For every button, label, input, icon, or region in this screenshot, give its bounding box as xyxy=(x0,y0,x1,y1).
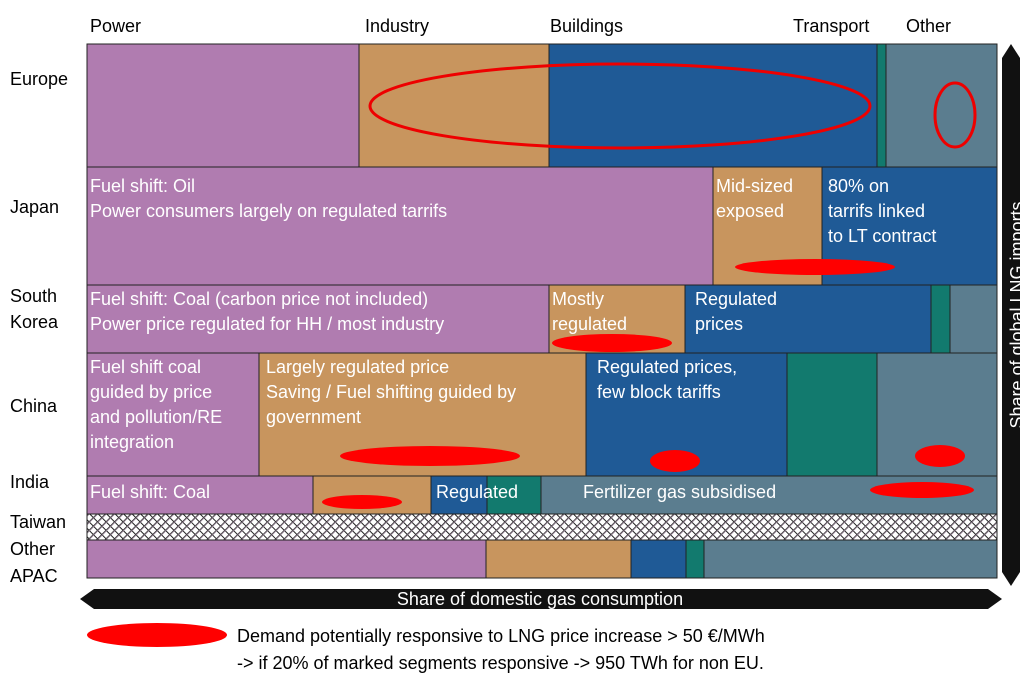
column-header: Buildings xyxy=(550,16,623,36)
y-axis-arrow: Share of global LNG imports xyxy=(1002,44,1027,586)
marker xyxy=(650,450,700,472)
marker xyxy=(870,482,974,498)
column-header: Industry xyxy=(365,16,429,36)
cell-text: integration xyxy=(90,432,174,452)
block xyxy=(86,166,714,286)
marker xyxy=(735,259,895,275)
legend-marker xyxy=(87,623,227,647)
block xyxy=(876,43,887,168)
arrow xyxy=(1002,44,1020,586)
row-label: China xyxy=(10,396,58,416)
cell-text: and pollution/RE xyxy=(90,407,222,427)
block xyxy=(358,43,550,168)
legend-text: -> if 20% of marked segments responsive … xyxy=(237,653,764,673)
cell-text: Power consumers largely on regulated tar… xyxy=(90,201,447,221)
cell-text: Fertilizer gas subsidised xyxy=(583,482,776,502)
row-label: South xyxy=(10,286,57,306)
marker xyxy=(322,495,402,509)
cell-text: Regulated xyxy=(436,482,518,502)
block xyxy=(86,43,360,168)
row-label: APAC xyxy=(10,566,58,586)
blocks xyxy=(86,43,998,579)
block xyxy=(430,475,488,515)
block xyxy=(685,539,705,579)
cell-text: Fuel shift coal xyxy=(90,357,201,377)
cell-texts: Fuel shift: Oil Power consumers largely … xyxy=(90,176,936,502)
block xyxy=(86,475,314,515)
column-header: Other xyxy=(906,16,951,36)
cell-text: Mostly xyxy=(552,289,604,309)
column-header: Transport xyxy=(793,16,869,36)
marker xyxy=(368,62,872,150)
row-label: Japan xyxy=(10,197,59,217)
legend: Demand potentially responsive to LNG pri… xyxy=(87,623,765,673)
cell-text: few block tariffs xyxy=(597,382,721,402)
cell-text: exposed xyxy=(716,201,784,221)
block xyxy=(630,539,687,579)
row-labels: Europe Japan South Korea China India Tai… xyxy=(10,69,68,586)
cell-text: 80% on xyxy=(828,176,889,196)
legend-text: Demand potentially responsive to LNG pri… xyxy=(237,626,765,646)
block xyxy=(86,513,998,541)
markers xyxy=(322,62,977,509)
cell-text: government xyxy=(266,407,361,427)
block xyxy=(949,284,998,354)
axis-label: Share of global LNG imports xyxy=(1007,201,1027,428)
row-label: Korea xyxy=(10,312,59,332)
cell-text: tarrifs linked xyxy=(828,201,925,221)
cell-text: prices xyxy=(695,314,743,334)
cell-text: Fuel shift: Coal xyxy=(90,482,210,502)
arrow xyxy=(80,589,1002,609)
cell-text: Regulated prices, xyxy=(597,357,737,377)
block xyxy=(86,539,487,579)
cell-text: Mid-sized xyxy=(716,176,793,196)
cell-text: Regulated xyxy=(695,289,777,309)
x-axis-arrow: Share of domestic gas consumption xyxy=(80,589,1002,609)
block xyxy=(786,352,878,477)
marker xyxy=(915,445,965,467)
row-label: India xyxy=(10,472,50,492)
cell-text: Fuel shift: Oil xyxy=(90,176,195,196)
marker xyxy=(552,334,672,352)
cell-text: to LT contract xyxy=(828,226,936,246)
marker xyxy=(340,446,520,466)
cell-text: Largely regulated price xyxy=(266,357,449,377)
cell-text: Fuel shift: Coal (carbon price not inclu… xyxy=(90,289,428,309)
cell-text: Saving / Fuel shifting guided by xyxy=(266,382,516,402)
column-header: Power xyxy=(90,16,141,36)
cell-text: guided by price xyxy=(90,382,212,402)
block xyxy=(485,539,632,579)
block xyxy=(885,43,998,168)
block xyxy=(86,352,260,477)
block xyxy=(86,284,550,354)
cell-text: Power price regulated for HH / most indu… xyxy=(90,314,444,334)
row-label: Other xyxy=(10,539,55,559)
column-headers: Power Industry Buildings Transport Other xyxy=(90,16,951,36)
axis-label: Share of domestic gas consumption xyxy=(397,589,683,609)
marker xyxy=(933,81,977,149)
block xyxy=(930,284,951,354)
cell-text: regulated xyxy=(552,314,627,334)
row-label: Europe xyxy=(10,69,68,89)
block xyxy=(703,539,998,579)
row-label: Taiwan xyxy=(10,512,66,532)
